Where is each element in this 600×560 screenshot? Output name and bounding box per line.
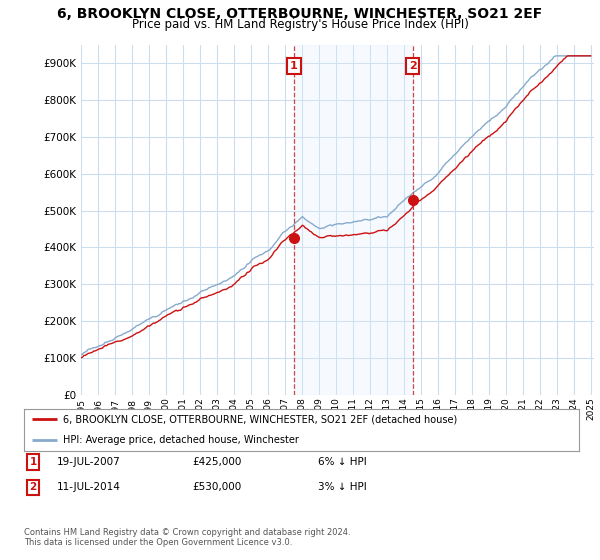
Text: 1: 1: [29, 457, 37, 467]
Text: £425,000: £425,000: [192, 457, 241, 467]
Text: 6% ↓ HPI: 6% ↓ HPI: [318, 457, 367, 467]
Text: Contains HM Land Registry data © Crown copyright and database right 2024.
This d: Contains HM Land Registry data © Crown c…: [24, 528, 350, 547]
Text: 1: 1: [290, 61, 298, 71]
Text: 6, BROOKLYN CLOSE, OTTERBOURNE, WINCHESTER, SO21 2EF: 6, BROOKLYN CLOSE, OTTERBOURNE, WINCHEST…: [58, 7, 542, 21]
Bar: [294, 45, 413, 395]
Text: Price paid vs. HM Land Registry's House Price Index (HPI): Price paid vs. HM Land Registry's House …: [131, 18, 469, 31]
Text: HPI: Average price, detached house, Winchester: HPI: Average price, detached house, Winc…: [63, 435, 299, 445]
Text: 2: 2: [409, 61, 416, 71]
Text: £530,000: £530,000: [192, 482, 241, 492]
Text: 3% ↓ HPI: 3% ↓ HPI: [318, 482, 367, 492]
Text: 2: 2: [29, 482, 37, 492]
Text: 6, BROOKLYN CLOSE, OTTERBOURNE, WINCHESTER, SO21 2EF (detached house): 6, BROOKLYN CLOSE, OTTERBOURNE, WINCHEST…: [63, 414, 457, 424]
Text: 11-JUL-2014: 11-JUL-2014: [57, 482, 121, 492]
Text: 19-JUL-2007: 19-JUL-2007: [57, 457, 121, 467]
